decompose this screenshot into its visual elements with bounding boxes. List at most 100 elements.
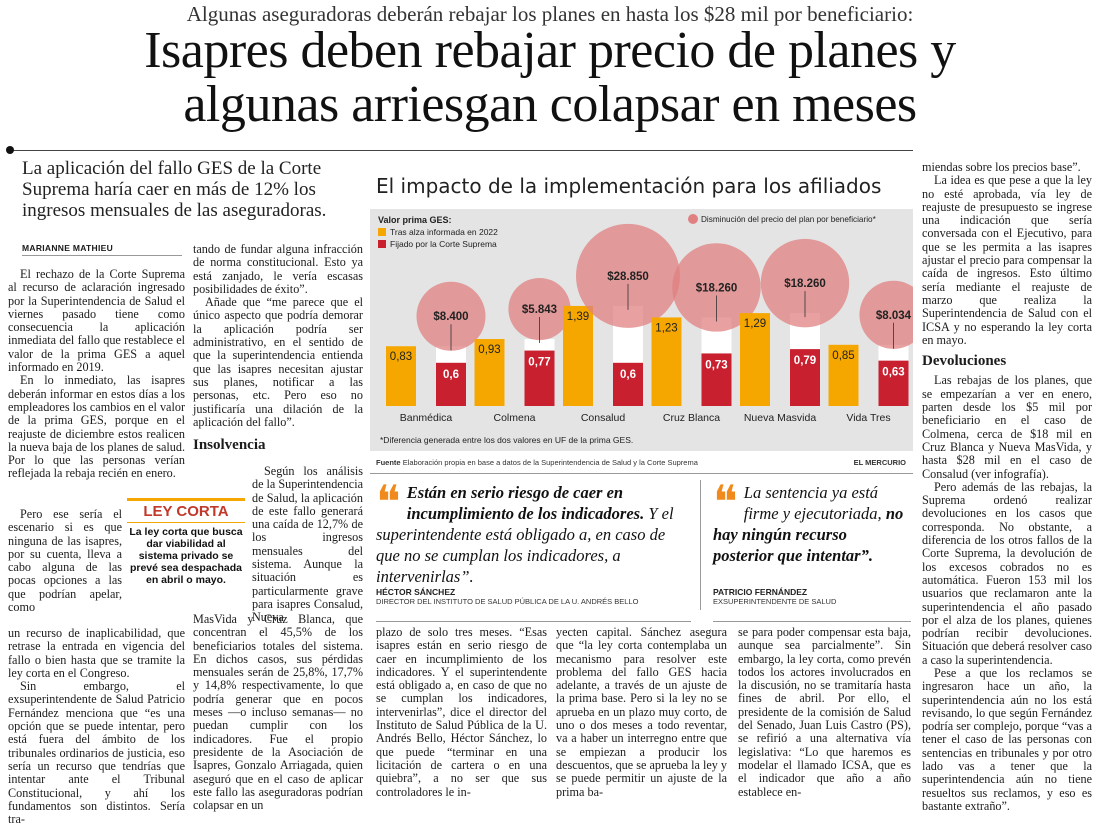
quote-text: ❝ Están en serio riesgo de caer en incump… (376, 475, 691, 587)
decrease-circle (859, 280, 928, 349)
paragraph: tando de fundar alguna infracción de nor… (193, 242, 363, 296)
article-column-2: tando de fundar alguna infracción de nor… (193, 242, 363, 460)
quote-bottom-rule (376, 621, 691, 622)
value-label-corte: 0,63 (882, 367, 904, 379)
article-column-1-lower: un recurso de inaplicabilidad, que retra… (8, 626, 185, 826)
bar-2022 (474, 339, 505, 406)
ley-corta-box: LEY CORTA La ley corta que busca dar via… (127, 498, 245, 594)
quote-text-rest: Y el superintendente está obligado a, en… (376, 504, 674, 586)
bars-layer: $8.400 0,83 0,6 Banmédica $5.843 0,93 0,77 Colm… (386, 223, 928, 424)
category-label: Colmena (493, 412, 535, 424)
source-label: Fuente (376, 458, 401, 467)
paragraph: Pese a que los reclamos se ingresaron ha… (922, 665, 1092, 813)
quote-sanchez: ❝ Están en serio riesgo de caer en incump… (376, 475, 691, 587)
bar-2022 (740, 313, 770, 406)
ley-corta-text: La ley corta que busca dar viabilidad al… (129, 526, 243, 586)
quote-name: HÉCTOR SÁNCHEZ (376, 587, 456, 597)
value-label-2022: 1,39 (567, 311, 589, 323)
bar-corte (524, 350, 555, 406)
decrease-circle (576, 223, 680, 328)
article-column-1-wrap: Pero ese sería el escenario si es que ni… (8, 507, 122, 615)
category-label: Banmédica (400, 412, 453, 424)
quote-text-bold: Están en serio riesgo de caer en incumpl… (406, 483, 645, 523)
paragraph: El rechazo de la Corte Suprema al recurs… (8, 267, 185, 375)
bar-corte (790, 349, 820, 406)
legend-swatch-red (378, 240, 386, 248)
headline-line-2: algunas arriesgan colapsar en meses (183, 76, 917, 133)
subhead-insolvencia: Insolvencia (193, 437, 266, 454)
decrease-circle (508, 277, 571, 341)
value-label-2022: 0,85 (832, 350, 854, 362)
decrease-label: $5.843 (522, 304, 557, 316)
legend-swatch-orange (378, 228, 386, 236)
ley-corta-title: LEY CORTA (127, 498, 245, 523)
chart-source: Fuente Elaboración propia en base a dato… (376, 458, 906, 467)
article-column-1: El rechazo de la Corte Suprema al recurs… (8, 267, 185, 481)
quote-attribution-2: PATRICIO FERNÁNDEZ EXSUPERINTENDENTE DE … (713, 587, 908, 606)
paragraph: miendas sobre los precios base”. (922, 160, 1081, 174)
subhead-devoluciones: Devoluciones (922, 353, 1007, 370)
quote-text-rest: La sentencia ya está firme y ejecutoriad… (743, 483, 882, 523)
decrease-circle (760, 238, 850, 328)
paragraph: La idea es que pese a que la ley no esté… (922, 173, 1092, 347)
credit: EL MERCURIO (853, 458, 906, 467)
article-column-5: se para poder compensar esta baja, aunqu… (738, 625, 911, 799)
paragraph: Pero ese sería el escenario si es que ni… (8, 507, 122, 615)
paragraph: yecten capital. Sánchez asegura que “la … (556, 625, 727, 799)
decrease-label: $18.260 (784, 278, 826, 290)
impact-bar-chart: Valor prima GES: Tras alza informada en … (378, 214, 928, 445)
quote-divider (700, 480, 701, 610)
deck: La aplicación del fallo GES de la Corte … (22, 158, 327, 221)
decrease-label: $8.400 (433, 311, 468, 323)
bar-2022 (386, 346, 416, 406)
quote-top-rule (370, 473, 913, 474)
paragraph: Las rebajas de los planes, que se empeza… (922, 373, 1092, 481)
value-label-2022: 1,23 (655, 322, 677, 334)
paragraph: plazo de solo tres meses. “Esas isapres … (376, 625, 547, 799)
paragraph: Sin embargo, el exsuperintendente de Sal… (8, 679, 185, 826)
bar-corte (436, 362, 466, 406)
bar-2022 (563, 305, 593, 406)
paragraph: MasVida y Cruz Blanca, que concentran el… (193, 612, 363, 813)
paragraph: Añade que “me parece que el único aspect… (193, 295, 363, 429)
paragraph: En lo inmediato, las isapres deberán inf… (8, 373, 185, 481)
category-label: Cruz Blanca (663, 412, 720, 424)
article-column-2-lower: MasVida y Cruz Blanca, que concentran el… (193, 612, 363, 813)
quote-mark-icon: ❝ (376, 475, 401, 529)
value-label-2022: 0,83 (390, 351, 412, 363)
quote-mark-icon: ❝ (713, 475, 738, 529)
decrease-label: $8.034 (876, 310, 912, 322)
value-label-2022: 1,29 (744, 318, 766, 330)
value-label-2022: 0,93 (478, 344, 500, 356)
article-column-4: yecten capital. Sánchez asegura que “la … (556, 625, 727, 799)
value-label-corte: 0,79 (794, 355, 816, 367)
bar-corte (613, 362, 643, 406)
quote-attribution-1: HÉCTOR SÁNCHEZ DIRECTOR DEL INSTITUTO DE… (376, 587, 691, 606)
bar-2022 (828, 344, 859, 406)
quote-role: DIRECTOR DEL INSTITUTO DE SALUD PÚBLICA … (376, 597, 639, 606)
category-label: Consalud (581, 412, 626, 424)
legend-heading: Valor prima GES: (378, 215, 452, 225)
quote-text: ❝ La sentencia ya está firme y ejecutoria… (713, 475, 908, 566)
deck-bullet (6, 146, 14, 154)
legend-swatch-circle (688, 214, 698, 224)
chart-area: Valor prima GES: Tras alza informada en … (370, 209, 928, 451)
value-label-corte: 0,77 (528, 357, 550, 369)
paragraph: Pero además de las rebajas, la Suprema o… (922, 479, 1092, 667)
headline-line-1: Isapres deben rebajar precio de planes y (144, 22, 956, 79)
quote-text-bold: no hay ningún recurso posterior que inte… (713, 504, 904, 565)
quote-role: EXSUPERINTENDENTE DE SALUD (713, 597, 837, 606)
paragraph: se para poder compensar esta baja, aunqu… (738, 625, 911, 799)
decrease-label: $28.850 (607, 271, 649, 283)
quote-name: PATRICIO FERNÁNDEZ (713, 587, 808, 597)
decrease-circle (672, 243, 761, 332)
quote-bottom-rule (713, 621, 911, 622)
chart-legend: Valor prima GES: Tras alza informada en … (378, 214, 877, 249)
decrease-label: $18.260 (696, 282, 738, 294)
article-column-2-wrap: Según los análisis de la Superintendenci… (252, 464, 363, 625)
chart-footnote: *Diferencia generada entre los dos valor… (380, 435, 633, 445)
value-label-corte: 0,73 (705, 359, 727, 371)
source-text: Elaboración propia en base a datos de la… (402, 458, 698, 467)
legend-label-disminucion: Disminución del precio del plan por bene… (701, 215, 877, 224)
chart-title: El impacto de la implementación para los… (376, 174, 882, 198)
